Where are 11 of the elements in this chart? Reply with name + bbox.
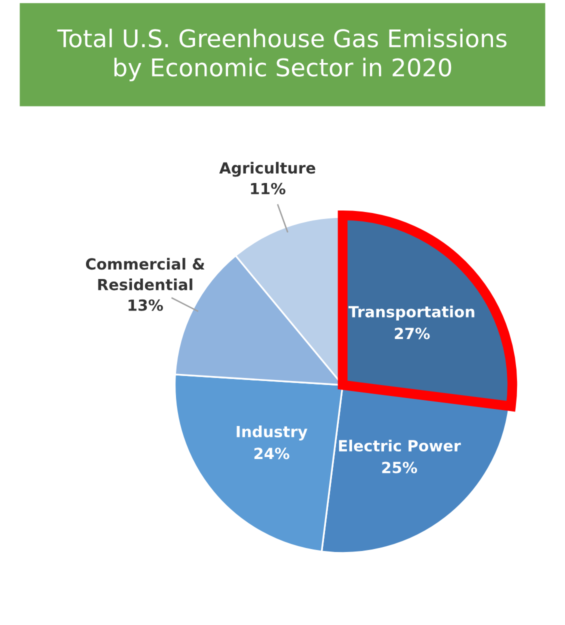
data-label: 25% bbox=[382, 462, 418, 474]
slice-label: Industry bbox=[236, 426, 308, 440]
data-label: 13% bbox=[128, 299, 163, 311]
data-label: 11% bbox=[251, 182, 286, 194]
data-label: 27% bbox=[394, 328, 430, 340]
slice-label: Agriculture bbox=[219, 162, 316, 177]
slice-label: Transportation bbox=[348, 306, 474, 320]
slice-label: Electric Power bbox=[339, 440, 461, 452]
data-label: 24% bbox=[254, 448, 290, 460]
slice-label: Commercial & Residential bbox=[86, 258, 204, 290]
chart-title: Total U.S. Greenhouse Gas Emissions by Economic Sector in 2020 bbox=[57, 28, 507, 82]
